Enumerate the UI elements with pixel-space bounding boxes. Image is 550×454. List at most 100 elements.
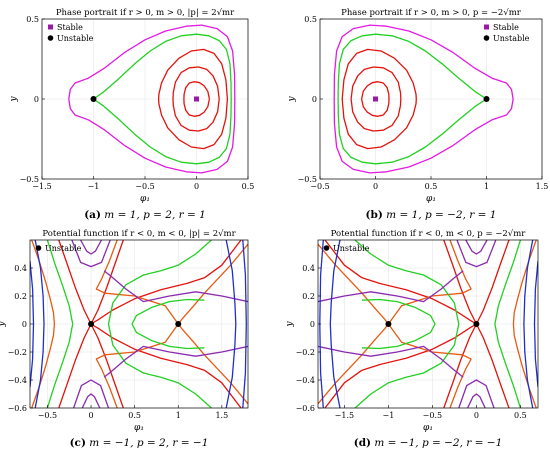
legend: Stable Unstable [47,23,94,43]
legend-label: Stable [493,23,519,32]
x-axis-label: φ₁ [140,194,150,204]
legend: Unstable [35,244,82,253]
legend-label: Unstable [57,34,94,43]
caption: (d) m = −1, p = −2, r = −1 [354,437,503,449]
y-tick-label: 0.4 [14,264,27,273]
y-tick-label: 0.5 [304,15,317,24]
series-line-11 [72,379,110,408]
x-tick-label: 0.5 [128,411,141,420]
series-line-13 [318,270,464,303]
series-line-6 [107,240,212,408]
series-line-1 [350,66,402,132]
series-line-15 [34,240,45,408]
y-tick-label: 0.4 [302,264,315,273]
y-tick-label: −0.5 [298,175,317,184]
unstable-point-marker [483,96,490,102]
series-group [333,24,514,174]
y-axis-label: y [287,96,297,103]
series-line-4 [512,240,537,408]
series-line-2 [341,48,417,150]
series-line-3 [93,33,232,165]
series-line-8 [46,240,74,408]
y-tick-label: −0.2 [8,348,27,357]
x-tick-label: 0 [373,182,378,191]
y-tick-label: −0.2 [296,348,315,357]
stable-point-marker [373,96,378,102]
x-tick-label: 0.5 [242,182,255,191]
caption: (b) m = 1, p = −2, r = 1 [366,209,497,221]
caption-tag: (c) [70,437,86,449]
legend-label: Unstable [493,34,530,43]
x-tick-label: 0 [474,411,479,420]
legend-marker-stable [48,24,53,30]
series-line-13 [103,270,248,303]
x-axis-label: φ₁ [423,423,433,433]
chart-title: Phase portrait if r > 0, m > 0, p = −2√m… [341,8,522,18]
legend-label: Unstable [333,244,370,253]
panel-1: −0.5 0 0.5 1 1.5 −0.5 0 0.5 φ₁ y Phase portrait if… [287,8,548,221]
x-tick-label: −1 [88,182,100,191]
series-line-12 [467,393,486,408]
panel-3: −1.5 −1 −0.5 0 0.5 −0.6 −0.4 −0.2 0 0.2 0.4 φ₁ y Pote… [285,229,539,449]
x-axis-label: φ₁ [426,194,436,204]
unstable-point-marker [473,321,480,327]
y-tick-label: −0.4 [8,376,27,385]
series-line-9 [456,240,497,268]
y-axis-label: y [0,321,7,328]
y-tick-label: 0 [310,320,315,329]
series-line-16 [533,260,538,388]
series-line-7 [131,298,205,350]
y-tick-label: 0.2 [14,292,27,301]
legend-marker-unstable [483,35,490,41]
x-tick-label: 0.5 [425,182,438,191]
chart-title: Potential function if r < 0, m < 0, p = … [331,229,527,239]
legend-marker-stable [484,24,489,30]
panel-2: −0.5 0 0.5 1 1.5 −0.6 −0.4 −0.2 0 0.2 0.4 φ₁ y Potent… [0,229,249,449]
x-tick-label: −1.5 [32,182,51,191]
y-tick-label: −0.5 [20,175,39,184]
series-line-9 [71,240,111,268]
y-tick-label: 0 [312,95,317,104]
caption-text: m = −1, p = −2, r = −1 [374,437,502,449]
x-tick-label: −0.5 [38,411,57,420]
legend-marker-unstable [35,245,42,251]
x-tick-label: 0 [194,182,199,191]
series-line-11 [458,379,495,408]
caption-text: m = −1, p = 2, r = −1 [89,437,208,449]
y-tick-label: 0 [34,95,39,104]
series-line-17 [329,240,341,408]
legend: Unstable [323,244,370,253]
x-tick-label: −0.5 [310,182,329,191]
series-line-0 [360,81,390,117]
series-line-3 [337,33,487,165]
series-line-15 [523,240,534,408]
y-tick-label: −0.4 [296,376,315,385]
unstable-point-marker [175,321,182,327]
caption: (c) m = −1, p = 2, r = −1 [70,437,209,449]
x-tick-label: −0.5 [135,182,154,191]
series-line-1 [172,66,220,132]
series-line-12 [81,393,101,408]
x-tick-label: 1.5 [536,182,549,191]
series-line-8 [494,240,522,408]
y-tick-label: −0.6 [296,404,315,413]
caption-tag: (b) [366,209,383,221]
legend-marker-unstable [47,35,54,41]
caption-tag: (a) [84,209,101,221]
series-line-4 [31,240,56,408]
x-tick-label: 0 [88,411,93,420]
series-line-0 [183,81,211,117]
series-line-10 [80,240,103,255]
legend-marker-unstable [323,245,330,251]
series-line-7 [361,298,436,350]
series-line-17 [225,240,237,408]
caption-text: m = 1, p = 2, r = 1 [104,209,206,221]
chart-title: Potential function if r < 0, m < 0, |p| … [42,229,236,239]
x-tick-label: 1 [484,182,489,191]
legend-label: Unstable [45,244,82,253]
series-line-4 [333,24,514,174]
series-line-14 [103,345,248,378]
chart-title: Phase portrait if r > 0, m > 0, |p| = 2√… [56,8,235,18]
unstable-point-marker [90,96,97,102]
caption: (a) m = 1, p = 2, r = 1 [84,209,206,221]
